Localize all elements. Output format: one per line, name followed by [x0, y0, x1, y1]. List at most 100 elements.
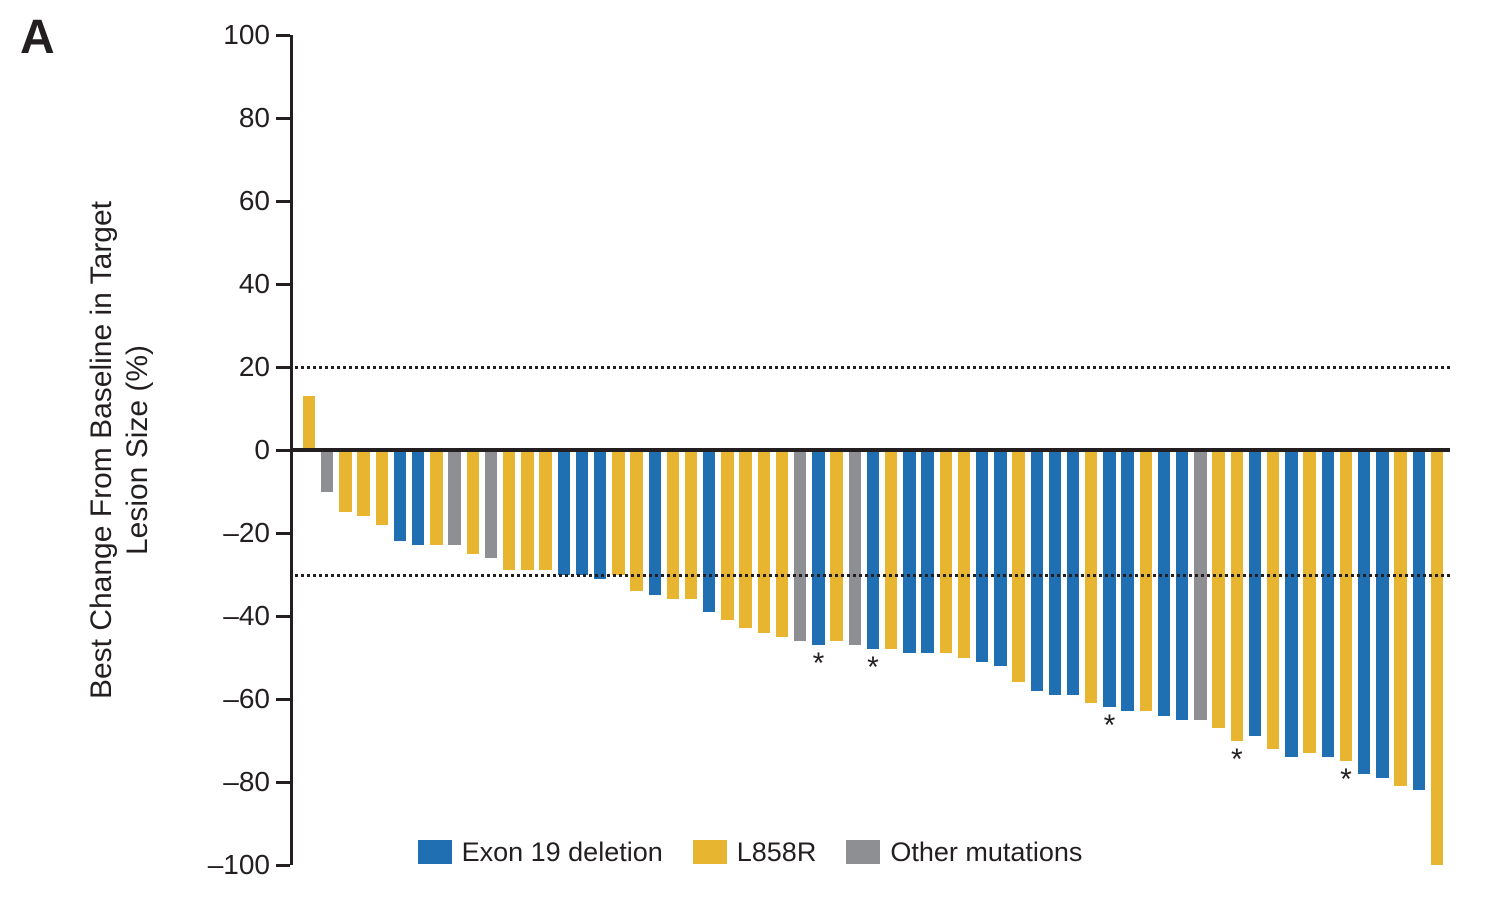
waterfall-bar	[830, 450, 842, 641]
waterfall-bar	[976, 450, 988, 662]
waterfall-bar	[903, 450, 915, 653]
bar-annotation: *	[813, 647, 825, 681]
y-tick	[276, 34, 290, 37]
legend: Exon 19 deletion L858R Other mutations	[418, 837, 1083, 868]
plot-area: Best Change From Baseline in Target Lesi…	[195, 25, 1465, 880]
y-tick-label: 60	[239, 185, 270, 217]
waterfall-bar	[1303, 450, 1315, 753]
waterfall-bar	[958, 450, 970, 658]
y-tick	[276, 698, 290, 701]
y-tick-label: –100	[208, 849, 270, 881]
y-tick-label: 100	[223, 19, 270, 51]
waterfall-bar	[612, 450, 624, 575]
y-tick-label: –20	[223, 517, 270, 549]
y-tick	[276, 864, 290, 867]
waterfall-bar	[412, 450, 424, 545]
waterfall-bar	[703, 450, 715, 612]
reference-line	[290, 366, 1450, 369]
waterfall-bar	[1176, 450, 1188, 720]
waterfall-bar	[812, 450, 824, 645]
y-tick-label: 40	[239, 268, 270, 300]
waterfall-bar	[1031, 450, 1043, 691]
waterfall-bar	[594, 450, 606, 579]
waterfall-bar	[1322, 450, 1334, 757]
waterfall-bar	[303, 396, 315, 450]
waterfall-bar	[867, 450, 879, 649]
legend-swatch	[418, 840, 452, 864]
waterfall-bar	[1267, 450, 1279, 749]
waterfall-bar	[539, 450, 551, 570]
y-axis-label: Best Change From Baseline in Target Lesi…	[84, 150, 156, 750]
waterfall-bar	[1212, 450, 1224, 728]
y-tick-label: –40	[223, 600, 270, 632]
waterfall-bar	[885, 450, 897, 649]
waterfall-bar	[1376, 450, 1388, 778]
y-tick	[276, 200, 290, 203]
y-tick-label: –60	[223, 683, 270, 715]
waterfall-bar	[667, 450, 679, 599]
figure-panel: A Best Change From Baseline in Target Le…	[0, 0, 1500, 898]
waterfall-bar	[1194, 450, 1206, 720]
legend-item: Exon 19 deletion	[418, 837, 663, 868]
waterfall-bar	[721, 450, 733, 620]
chart-box: Best Change From Baseline in Target Lesi…	[290, 35, 1450, 865]
y-tick	[276, 449, 290, 452]
waterfall-bar	[1431, 450, 1443, 865]
waterfall-bar	[1067, 450, 1079, 695]
waterfall-bar	[685, 450, 697, 599]
waterfall-bar	[430, 450, 442, 545]
waterfall-bar	[630, 450, 642, 591]
waterfall-bar	[1231, 450, 1243, 741]
waterfall-bar	[1140, 450, 1152, 711]
waterfall-bar	[940, 450, 952, 653]
waterfall-bar	[321, 450, 333, 492]
waterfall-bar	[758, 450, 770, 633]
waterfall-bar	[339, 450, 351, 512]
waterfall-bar	[1394, 450, 1406, 786]
waterfall-bar	[1358, 450, 1370, 774]
waterfall-bar	[485, 450, 497, 558]
legend-label: Other mutations	[890, 837, 1082, 868]
y-tick	[276, 615, 290, 618]
bar-annotation: *	[867, 651, 879, 685]
waterfall-bar	[1085, 450, 1097, 703]
waterfall-bar	[394, 450, 406, 541]
waterfall-bar	[1413, 450, 1425, 790]
y-tick	[276, 532, 290, 535]
y-tick	[276, 366, 290, 369]
waterfall-bar	[357, 450, 369, 516]
y-tick-label: 0	[254, 434, 270, 466]
waterfall-bar	[776, 450, 788, 637]
panel-letter: A	[20, 10, 55, 65]
legend-item: Other mutations	[846, 837, 1082, 868]
waterfall-bar	[1285, 450, 1297, 757]
y-tick-label: –80	[223, 766, 270, 798]
waterfall-bar	[994, 450, 1006, 666]
waterfall-bar	[558, 450, 570, 575]
legend-label: Exon 19 deletion	[462, 837, 663, 868]
y-tick	[276, 283, 290, 286]
reference-line	[290, 574, 1450, 577]
waterfall-bar	[1340, 450, 1352, 761]
y-tick-label: 80	[239, 102, 270, 134]
zero-axis-line	[290, 448, 1450, 452]
waterfall-bar	[1158, 450, 1170, 716]
y-tick	[276, 117, 290, 120]
waterfall-bar	[376, 450, 388, 525]
bar-annotation: *	[1231, 743, 1243, 777]
waterfall-bar	[521, 450, 533, 570]
y-tick-label: 20	[239, 351, 270, 383]
y-tick	[276, 781, 290, 784]
legend-swatch	[693, 840, 727, 864]
waterfall-bar	[739, 450, 751, 628]
legend-item: L858R	[693, 837, 817, 868]
bar-annotation: *	[1104, 709, 1116, 743]
waterfall-bar	[921, 450, 933, 653]
waterfall-bar	[1103, 450, 1115, 707]
legend-label: L858R	[737, 837, 817, 868]
waterfall-bar	[467, 450, 479, 554]
legend-swatch	[846, 840, 880, 864]
waterfall-bar	[1012, 450, 1024, 682]
waterfall-bar	[1249, 450, 1261, 736]
waterfall-bar	[448, 450, 460, 545]
